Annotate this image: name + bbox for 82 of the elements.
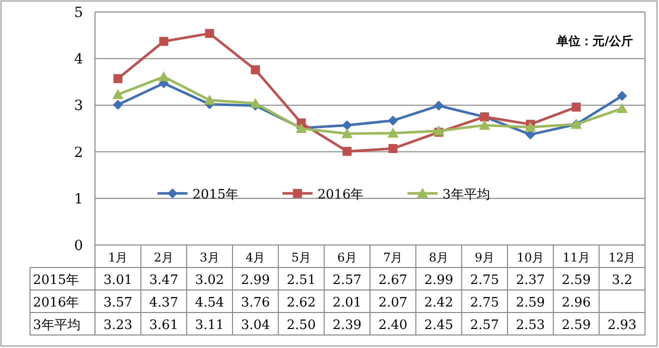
legend-label: 2016年 [318,187,364,202]
y-tick-label: 5 [74,5,83,21]
data-label: 4.37 [149,295,178,310]
legend-label: 3年平均 [442,187,490,202]
data-label: 2.93 [608,318,637,333]
y-tick-label: 2 [74,144,83,161]
data-label: 2.75 [470,272,500,288]
x-tick-label: 5月 [291,250,312,264]
point [524,122,536,132]
point [250,98,261,108]
data-label: 2.37 [516,272,545,288]
data-label: 2.59 [516,295,545,310]
data-label: 2.50 [286,318,316,333]
point [158,71,170,82]
data-label: 2.99 [240,272,270,288]
data-label: 2.01 [332,295,362,310]
text: 3年平均 [33,318,80,333]
x-tick-label: 8月 [428,250,449,264]
data-label: 2.62 [286,295,316,310]
data-label: 2.96 [562,295,591,310]
data-label: 3.04 [240,318,270,333]
data-label: 4.54 [195,295,224,310]
point [617,90,628,101]
annotation: 单位：元/公斤 [556,34,633,48]
text: 2016年 [33,295,80,310]
data-label: 3.2 [612,272,632,288]
x-tick-label: 4月 [246,250,266,264]
data-label: 3.23 [103,318,132,333]
data-label: 2.42 [424,295,454,310]
point [479,120,490,130]
data-label: 2.67 [378,272,408,288]
point [342,128,353,138]
data-label: 2.57 [332,272,362,288]
x-tick-label: 3月 [200,250,220,264]
data-label: 2.40 [378,318,408,333]
point [342,146,352,156]
point [434,100,444,111]
point [388,144,398,154]
legend-label: 2015年 [192,187,239,202]
data-label: 3.11 [195,318,224,333]
point [112,88,124,99]
x-tick-label: 11月 [562,250,590,264]
point [204,94,216,105]
x-tick-label: 10月 [516,250,544,264]
data-label: 3.76 [240,295,270,310]
data-label: 3.47 [149,272,178,288]
x-tick-label: 1月 [108,250,128,264]
y-tick-label: 3 [74,98,83,114]
data-label: 2.07 [378,295,408,310]
point [387,128,398,138]
data-label: 2.59 [562,318,591,333]
y-tick-label: 0 [74,238,83,254]
point [113,74,122,84]
data-label: 3.01 [103,272,132,288]
x-tick-label: 2月 [154,250,174,264]
point [388,116,398,126]
point [250,65,260,74]
data-label: 2.53 [516,318,545,333]
point [342,120,352,130]
data-label: 2.59 [562,272,591,288]
data-label: 2.75 [470,295,500,310]
point [433,125,444,136]
x-tick-label: 6月 [337,250,357,264]
x-tick-label: 9月 [474,250,494,264]
data-label: 3.57 [103,295,132,310]
point [112,100,123,110]
point [205,28,214,38]
text: 2015年 [33,272,80,288]
data-label: 3.61 [149,318,178,333]
data-label: 2.57 [470,318,500,333]
data-label: 3.02 [195,272,224,288]
point [572,102,581,112]
y-tick-label: 1 [74,191,83,208]
data-label: 2.51 [286,272,316,288]
point [616,102,628,113]
point [159,36,168,46]
data-label: 2.45 [424,318,454,333]
x-tick-label: 12月 [608,250,636,264]
x-tick-label: 7月 [383,250,403,264]
data-label: 2.99 [424,272,454,288]
y-tick-label: 4 [74,52,84,68]
data-label: 2.39 [332,318,362,333]
